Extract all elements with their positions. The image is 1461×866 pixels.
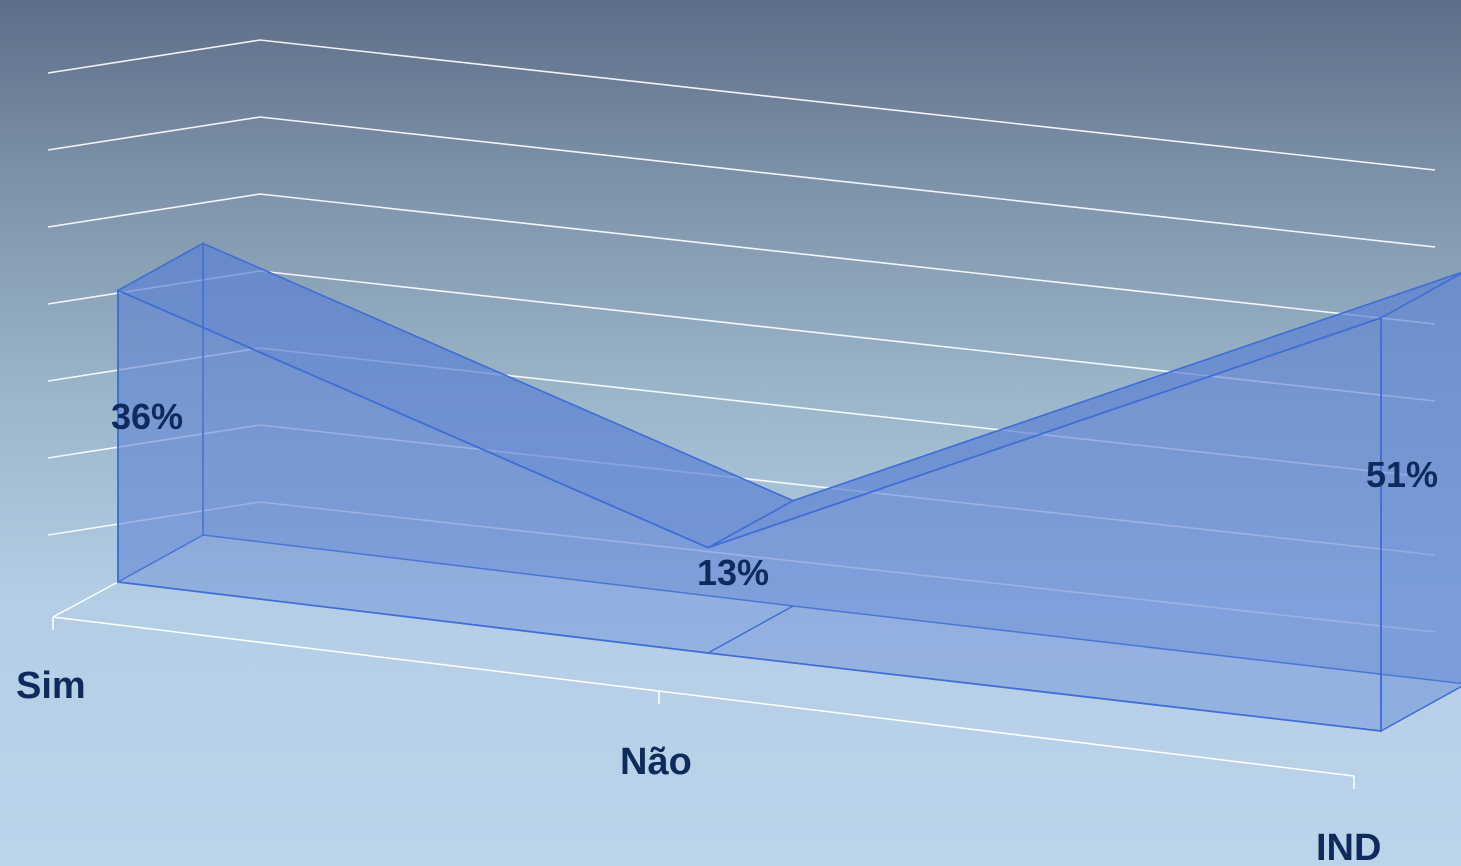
x-axis-depth-line [52,581,119,618]
category-label-ind: IND [1316,827,1381,866]
data-label-nao: 13% [697,552,769,593]
labels: Sim Não IND 36% 13% 51% [16,396,1438,866]
gridline [47,39,1436,171]
area-series [116,242,1461,733]
x-axis-line [52,616,1355,777]
category-label-sim: Sim [16,665,86,707]
data-label-sim: 36% [111,396,183,437]
gridline [47,116,1436,248]
gridline [47,193,1436,325]
x-axis [52,581,1355,789]
category-label-nao: Não [620,741,692,783]
area-floor-seam [707,605,794,654]
data-label-ind: 51% [1366,454,1438,495]
area-right-face [1380,272,1461,733]
